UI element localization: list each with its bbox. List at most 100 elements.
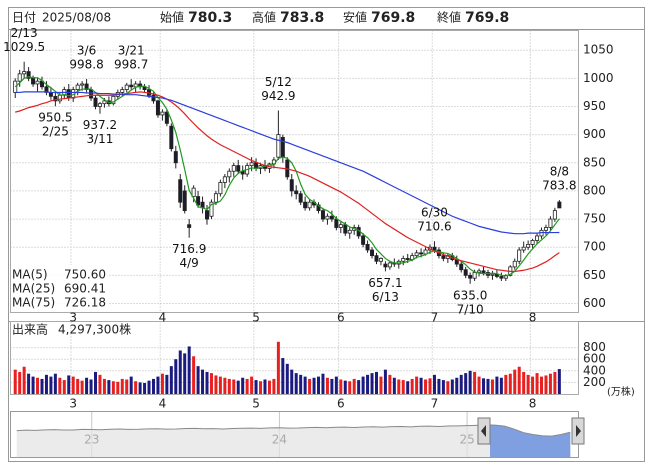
candle-body xyxy=(31,77,36,85)
annotation-value: 937.2 xyxy=(83,118,117,132)
volume-bar xyxy=(285,363,289,394)
header-label: 安値 xyxy=(343,10,367,25)
candle-body xyxy=(307,201,312,209)
volume-bar xyxy=(178,350,182,394)
candle-body xyxy=(169,125,174,150)
volume-bar xyxy=(236,380,240,394)
volume-bar xyxy=(120,378,124,394)
candle-body xyxy=(463,269,468,276)
navigator: 232425 xyxy=(16,412,571,457)
candle-body xyxy=(209,201,214,217)
volume-bar xyxy=(526,374,530,394)
volume-bar xyxy=(450,379,454,394)
volume-bar xyxy=(308,378,312,394)
volume-bar xyxy=(76,378,80,394)
left-handle-arrow xyxy=(481,425,486,437)
candle-body xyxy=(378,258,383,262)
candle-body xyxy=(124,84,129,91)
candle-body xyxy=(329,215,334,220)
annotation-value: 710.6 xyxy=(417,220,451,234)
y-tick-label: 850 xyxy=(583,155,606,169)
legend-value: 690.41 xyxy=(64,282,106,296)
volume-bar xyxy=(67,375,71,394)
candle-body xyxy=(178,179,183,203)
candle-body xyxy=(405,258,410,260)
annotation-date: 2/25 xyxy=(42,125,69,139)
volume-bar xyxy=(245,378,249,394)
candle-body xyxy=(441,255,446,259)
candle-body xyxy=(160,111,165,116)
annotation-date: 2/13 xyxy=(11,26,38,40)
y-tick-label: 800 xyxy=(583,183,606,197)
ma-line xyxy=(15,91,560,235)
volume-bar xyxy=(22,366,26,394)
candle-body xyxy=(102,100,107,105)
volume-bar xyxy=(116,381,120,394)
volume-bar xyxy=(348,381,352,394)
volume-bar xyxy=(58,377,62,394)
volume-bar xyxy=(71,376,75,394)
volume-bar xyxy=(334,376,338,394)
annotation-date: 7/10 xyxy=(457,302,484,316)
candle-body xyxy=(526,243,531,248)
volume-bar xyxy=(406,381,410,394)
volume-bar xyxy=(94,371,98,394)
candle-body xyxy=(481,270,486,273)
x-tick-label: 6 xyxy=(337,397,345,411)
volume-bar xyxy=(218,376,222,394)
volume-bar xyxy=(102,378,106,394)
volume-bar xyxy=(201,369,205,394)
candle-body xyxy=(93,97,98,107)
volume-bar xyxy=(415,376,419,394)
x-tick-label: 7 xyxy=(431,397,439,411)
candle-body xyxy=(164,111,169,124)
volume-bar xyxy=(227,378,231,394)
candle-body xyxy=(370,249,375,257)
volume-bar xyxy=(361,376,365,394)
volume-bar xyxy=(156,376,160,394)
volume-bar xyxy=(517,366,521,394)
candle-body xyxy=(325,215,330,220)
x-tick-label: 4 xyxy=(159,311,167,325)
volume-bar xyxy=(495,376,499,394)
volume-bar xyxy=(49,376,53,394)
candle-body xyxy=(182,190,187,212)
volume-bar xyxy=(98,374,102,394)
volume-bar xyxy=(522,371,526,394)
volume-bar xyxy=(504,374,508,394)
candle-body xyxy=(129,84,134,88)
y-tick-label: 900 xyxy=(583,127,606,141)
candle-body xyxy=(26,71,31,79)
candle-body xyxy=(512,260,517,268)
candle-body xyxy=(374,255,379,262)
candle-body xyxy=(361,235,366,245)
volume-bar xyxy=(80,380,84,394)
volume-bar xyxy=(459,374,463,394)
y-tick-label: 750 xyxy=(583,212,606,226)
candle-body xyxy=(196,196,201,206)
annotation-date: 6/30 xyxy=(421,206,448,220)
candle-body xyxy=(222,176,227,183)
volume-panel xyxy=(10,321,579,395)
candle-body xyxy=(557,201,562,209)
date-label: 日付 xyxy=(12,11,36,25)
candle-body xyxy=(365,243,370,251)
candle-body xyxy=(173,151,178,164)
volume-bar xyxy=(223,377,227,394)
candle-body xyxy=(120,89,125,93)
candle-body xyxy=(249,162,254,166)
header-label: 始値 xyxy=(160,10,184,25)
candle-body xyxy=(543,227,548,231)
candle-body xyxy=(17,73,22,82)
candle-body xyxy=(236,165,241,172)
volume-bar xyxy=(187,346,191,394)
candle-body xyxy=(22,71,27,75)
annotation-value: 998.7 xyxy=(114,58,148,72)
x-tick-label: 7 xyxy=(431,311,439,325)
candle-body xyxy=(89,89,94,99)
volume-bar xyxy=(553,371,557,394)
volume-bar xyxy=(107,380,111,394)
volume-bar xyxy=(276,341,280,394)
price-panel xyxy=(10,30,579,313)
annotation-value: 716.9 xyxy=(172,242,206,256)
